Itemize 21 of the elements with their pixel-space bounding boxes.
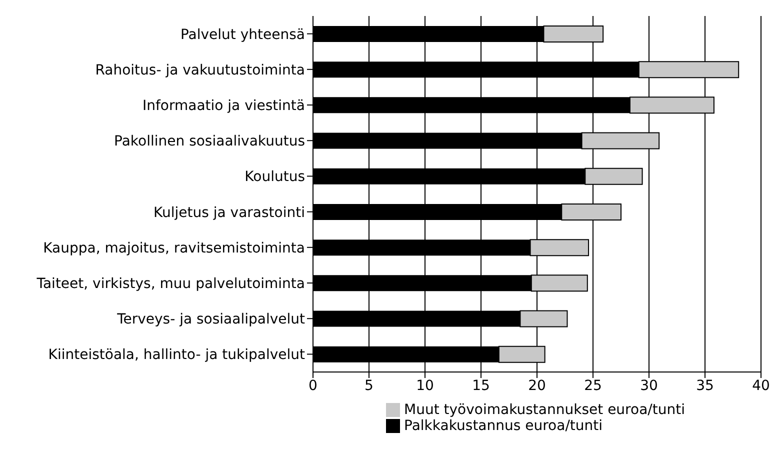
x-tick-label: 10 bbox=[416, 378, 434, 394]
y-tick-label: Palvelut yhteensä bbox=[180, 26, 305, 43]
y-tick-label: Pakollinen sosiaalivakuutus bbox=[114, 134, 305, 150]
legend-label: Muut työvoimakustannukset euroa/tunti bbox=[404, 402, 685, 418]
y-tick-label: Kiinteistöala, hallinto- ja tukipalvelut bbox=[48, 347, 306, 364]
y-tick-label: Informaatio ja viestintä bbox=[142, 98, 305, 114]
x-tick-label: 40 bbox=[752, 378, 770, 394]
x-tick-label: 35 bbox=[696, 378, 714, 394]
x-tick-label: 25 bbox=[584, 378, 602, 394]
legend-label: Palkkakustannus euroa/tunti bbox=[404, 418, 603, 434]
y-tick-label: Rahoitus- ja vakuutustoiminta bbox=[95, 62, 305, 78]
x-tick-label: 30 bbox=[640, 378, 658, 394]
x-tick-label: 15 bbox=[472, 378, 490, 394]
x-tick-label: 0 bbox=[308, 378, 318, 394]
y-tick-label: Taiteet, virkistys, muu palvelutoiminta bbox=[36, 276, 305, 292]
y-tick-label: Kuljetus ja varastointi bbox=[154, 204, 305, 221]
y-tick-label: Terveys- ja sosiaalipalvelut bbox=[116, 312, 306, 328]
x-tick-label: 20 bbox=[528, 378, 546, 394]
y-tick-label: Koulutus bbox=[244, 169, 305, 186]
y-tick-label: Kauppa, majoitus, ravitsemistoiminta bbox=[43, 240, 305, 256]
x-tick-label: 5 bbox=[364, 378, 374, 394]
